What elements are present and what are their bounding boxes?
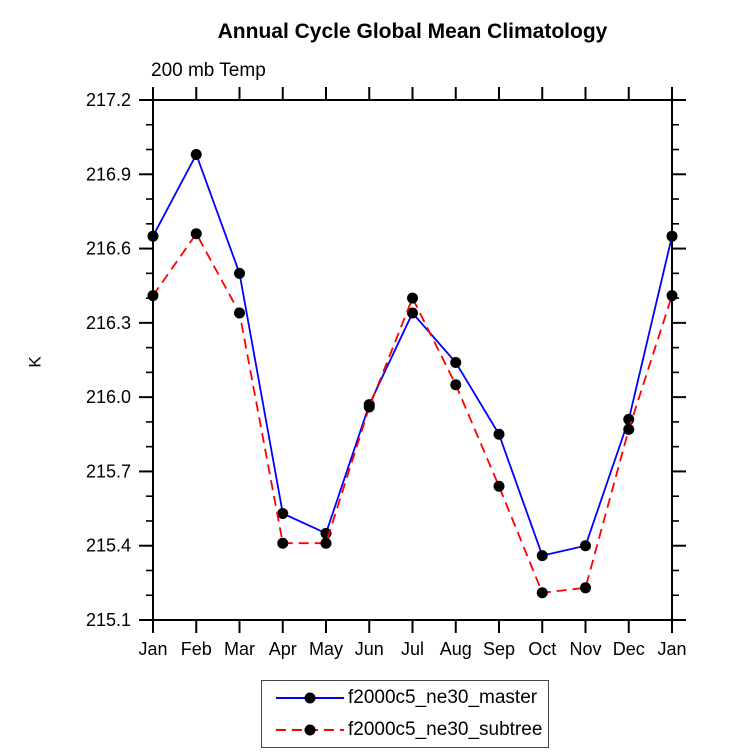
plot-box xyxy=(152,99,673,621)
legend-entry-master: f2000c5_ne30_master xyxy=(274,684,548,712)
x-tick-label: Jun xyxy=(355,639,384,659)
y-tick-label: 215.7 xyxy=(86,461,131,481)
x-tick-label: Mar xyxy=(224,639,255,659)
y-tick-label: 215.4 xyxy=(86,536,131,556)
x-tick-label: Apr xyxy=(269,639,297,659)
data-point-marker xyxy=(147,290,159,302)
data-point-marker xyxy=(277,537,289,549)
data-point-marker xyxy=(666,290,678,302)
x-tick-label: Sep xyxy=(483,639,515,659)
legend-label-subtree: f2000c5_ne30_subtree xyxy=(348,718,543,740)
y-tick-label: 216.6 xyxy=(86,239,131,259)
data-point-marker xyxy=(320,537,332,549)
data-point-marker xyxy=(234,307,245,319)
x-tick-label: Jan xyxy=(657,639,686,659)
data-point-marker xyxy=(623,423,635,435)
x-tick-label: Nov xyxy=(569,639,601,659)
data-point-marker xyxy=(147,230,159,242)
chart-subtitle: 200 mb Temp xyxy=(151,60,266,81)
data-point-marker xyxy=(407,292,418,304)
data-point-marker xyxy=(277,508,289,520)
x-tick-label: Feb xyxy=(181,639,212,659)
data-point-marker xyxy=(407,307,418,319)
legend-box: f2000c5_ne30_master f2000c5_ne30_subtree xyxy=(261,680,549,748)
data-point-marker xyxy=(623,413,635,425)
data-point-marker xyxy=(190,148,202,160)
x-tick-label: May xyxy=(309,639,343,659)
y-tick-label: 216.9 xyxy=(86,164,131,184)
data-point-marker xyxy=(493,480,505,492)
series-line-f2000c5_ne30_subtree xyxy=(152,231,673,594)
data-point-marker xyxy=(234,267,245,279)
legend-entry-subtree: f2000c5_ne30_subtree xyxy=(274,716,548,744)
legend-label-master: f2000c5_ne30_master xyxy=(348,687,538,709)
x-tick-label: Jul xyxy=(401,639,424,659)
y-tick-label: 215.1 xyxy=(86,610,131,630)
x-tick-label: Dec xyxy=(613,639,645,659)
data-point-marker xyxy=(363,401,375,413)
data-point-marker xyxy=(190,228,202,240)
series-line-f2000c5_ne30_master xyxy=(152,152,673,557)
data-point-marker xyxy=(536,550,548,562)
legend-line-master-icon xyxy=(276,692,344,704)
data-point-marker xyxy=(493,428,505,440)
data-point-marker xyxy=(450,356,462,368)
data-point-marker xyxy=(536,587,548,599)
data-point-marker xyxy=(580,540,591,552)
y-tick-label: 216.3 xyxy=(86,313,131,333)
y-tick-label: 216.0 xyxy=(86,387,131,407)
y-tick-label: 217.2 xyxy=(86,90,131,110)
chart-title: Annual Cycle Global Mean Climatology xyxy=(217,20,608,43)
legend-line-subtree-icon xyxy=(276,724,344,736)
data-point-marker xyxy=(450,379,462,391)
x-tick-label: Aug xyxy=(440,639,472,659)
x-tick-label: Jan xyxy=(138,639,167,659)
data-point-marker xyxy=(666,230,678,242)
data-point-marker xyxy=(580,582,591,594)
x-tick-label: Oct xyxy=(528,639,556,659)
